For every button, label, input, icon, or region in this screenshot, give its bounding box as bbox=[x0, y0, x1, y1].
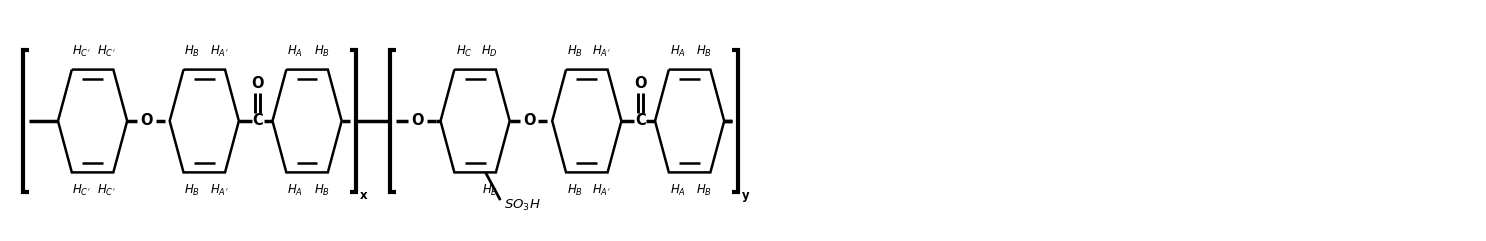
Text: $H_B$: $H_B$ bbox=[568, 183, 583, 198]
Text: $H_{A'}$: $H_{A'}$ bbox=[593, 183, 611, 198]
Text: O: O bbox=[635, 76, 646, 91]
Text: $H_E$: $H_E$ bbox=[481, 183, 498, 198]
Text: $H_B$: $H_B$ bbox=[697, 183, 712, 198]
Text: $H_{A'}$: $H_{A'}$ bbox=[210, 183, 229, 198]
Text: y: y bbox=[742, 189, 750, 202]
Text: O: O bbox=[412, 114, 424, 128]
Text: O: O bbox=[251, 76, 265, 91]
Text: $H_B$: $H_B$ bbox=[568, 44, 583, 59]
Text: $H_{C'}$: $H_{C'}$ bbox=[97, 44, 116, 59]
Text: $H_A$: $H_A$ bbox=[670, 44, 685, 59]
Text: $SO_3H$: $SO_3H$ bbox=[504, 197, 541, 213]
Text: $H_C$: $H_C$ bbox=[456, 44, 473, 59]
Text: $H_A$: $H_A$ bbox=[670, 183, 685, 198]
Text: $H_A$: $H_A$ bbox=[287, 183, 303, 198]
Text: $H_B$: $H_B$ bbox=[697, 44, 712, 59]
Text: $H_{C'}$: $H_{C'}$ bbox=[97, 183, 116, 198]
Text: $H_B$: $H_B$ bbox=[314, 44, 330, 59]
Text: x: x bbox=[360, 189, 367, 202]
Text: O: O bbox=[523, 114, 536, 128]
Text: $H_D$: $H_D$ bbox=[480, 44, 498, 59]
Text: $H_B$: $H_B$ bbox=[314, 183, 330, 198]
Text: $H_A$: $H_A$ bbox=[287, 44, 303, 59]
Text: $H_{C'}$: $H_{C'}$ bbox=[73, 44, 91, 59]
Text: C: C bbox=[635, 114, 645, 128]
Text: $H_B$: $H_B$ bbox=[184, 183, 201, 198]
Text: O: O bbox=[141, 114, 153, 128]
Text: $H_{A'}$: $H_{A'}$ bbox=[593, 44, 611, 59]
Text: C: C bbox=[253, 114, 263, 128]
Text: $H_{C'}$: $H_{C'}$ bbox=[73, 183, 91, 198]
Text: $H_{A'}$: $H_{A'}$ bbox=[210, 44, 229, 59]
Text: $H_B$: $H_B$ bbox=[184, 44, 201, 59]
